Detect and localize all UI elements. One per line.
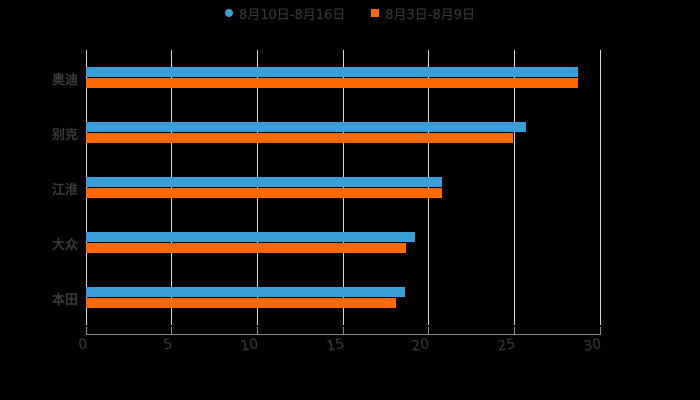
- bar-series-2[interactable]: [86, 78, 578, 88]
- y-category-label: 奥迪: [51, 73, 78, 88]
- bar-series-1[interactable]: [86, 287, 405, 297]
- x-axis-tick: [343, 327, 344, 335]
- x-tick-label: 20: [410, 336, 431, 355]
- bar-series-2[interactable]: [86, 243, 406, 253]
- x-tick-label: 30: [582, 336, 603, 355]
- y-category-label: 江淮: [51, 183, 78, 198]
- legend-item-series-1[interactable]: 8月10日-8月16日: [224, 4, 346, 23]
- y-category-label: 别克: [51, 128, 78, 143]
- bar-series-2[interactable]: [86, 298, 396, 308]
- x-axis-tick: [514, 327, 515, 335]
- gridline: [428, 50, 429, 325]
- x-tick-label: 10: [239, 336, 260, 355]
- x-axis-tick: [428, 327, 429, 335]
- gridline: [171, 50, 172, 325]
- gridline: [257, 50, 258, 325]
- x-axis-tick: [171, 327, 172, 335]
- x-tick-label: 15: [325, 336, 346, 355]
- bar-series-1[interactable]: [86, 122, 526, 132]
- bar-series-2[interactable]: [86, 133, 513, 143]
- legend-square-icon: [371, 9, 380, 17]
- gridline: [86, 50, 87, 325]
- x-tick-label: 25: [496, 336, 517, 355]
- legend-circle-icon: [224, 9, 233, 17]
- bar-series-1[interactable]: [86, 67, 578, 77]
- gridline: [343, 50, 344, 325]
- legend-label: 8月3日-8月9日: [385, 7, 476, 23]
- y-category-label: 本田: [51, 293, 78, 308]
- bar-series-2[interactable]: [86, 188, 442, 198]
- y-category-label: 大众: [51, 238, 78, 253]
- x-axis-tick: [600, 327, 601, 335]
- bar-series-1[interactable]: [86, 177, 442, 187]
- x-axis-tick: [86, 327, 87, 335]
- gridline: [514, 50, 515, 325]
- legend-label: 8月10日-8月16日: [238, 7, 346, 23]
- x-tick-label: 5: [162, 336, 174, 354]
- x-axis-tick: [257, 327, 258, 335]
- chart-legend: 8月10日-8月16日 8月3日-8月9日: [0, 4, 700, 23]
- gridline: [600, 50, 601, 325]
- legend-item-series-2[interactable]: 8月3日-8月9日: [371, 4, 475, 23]
- bar-series-1[interactable]: [86, 232, 415, 242]
- x-tick-label: 0: [77, 336, 89, 354]
